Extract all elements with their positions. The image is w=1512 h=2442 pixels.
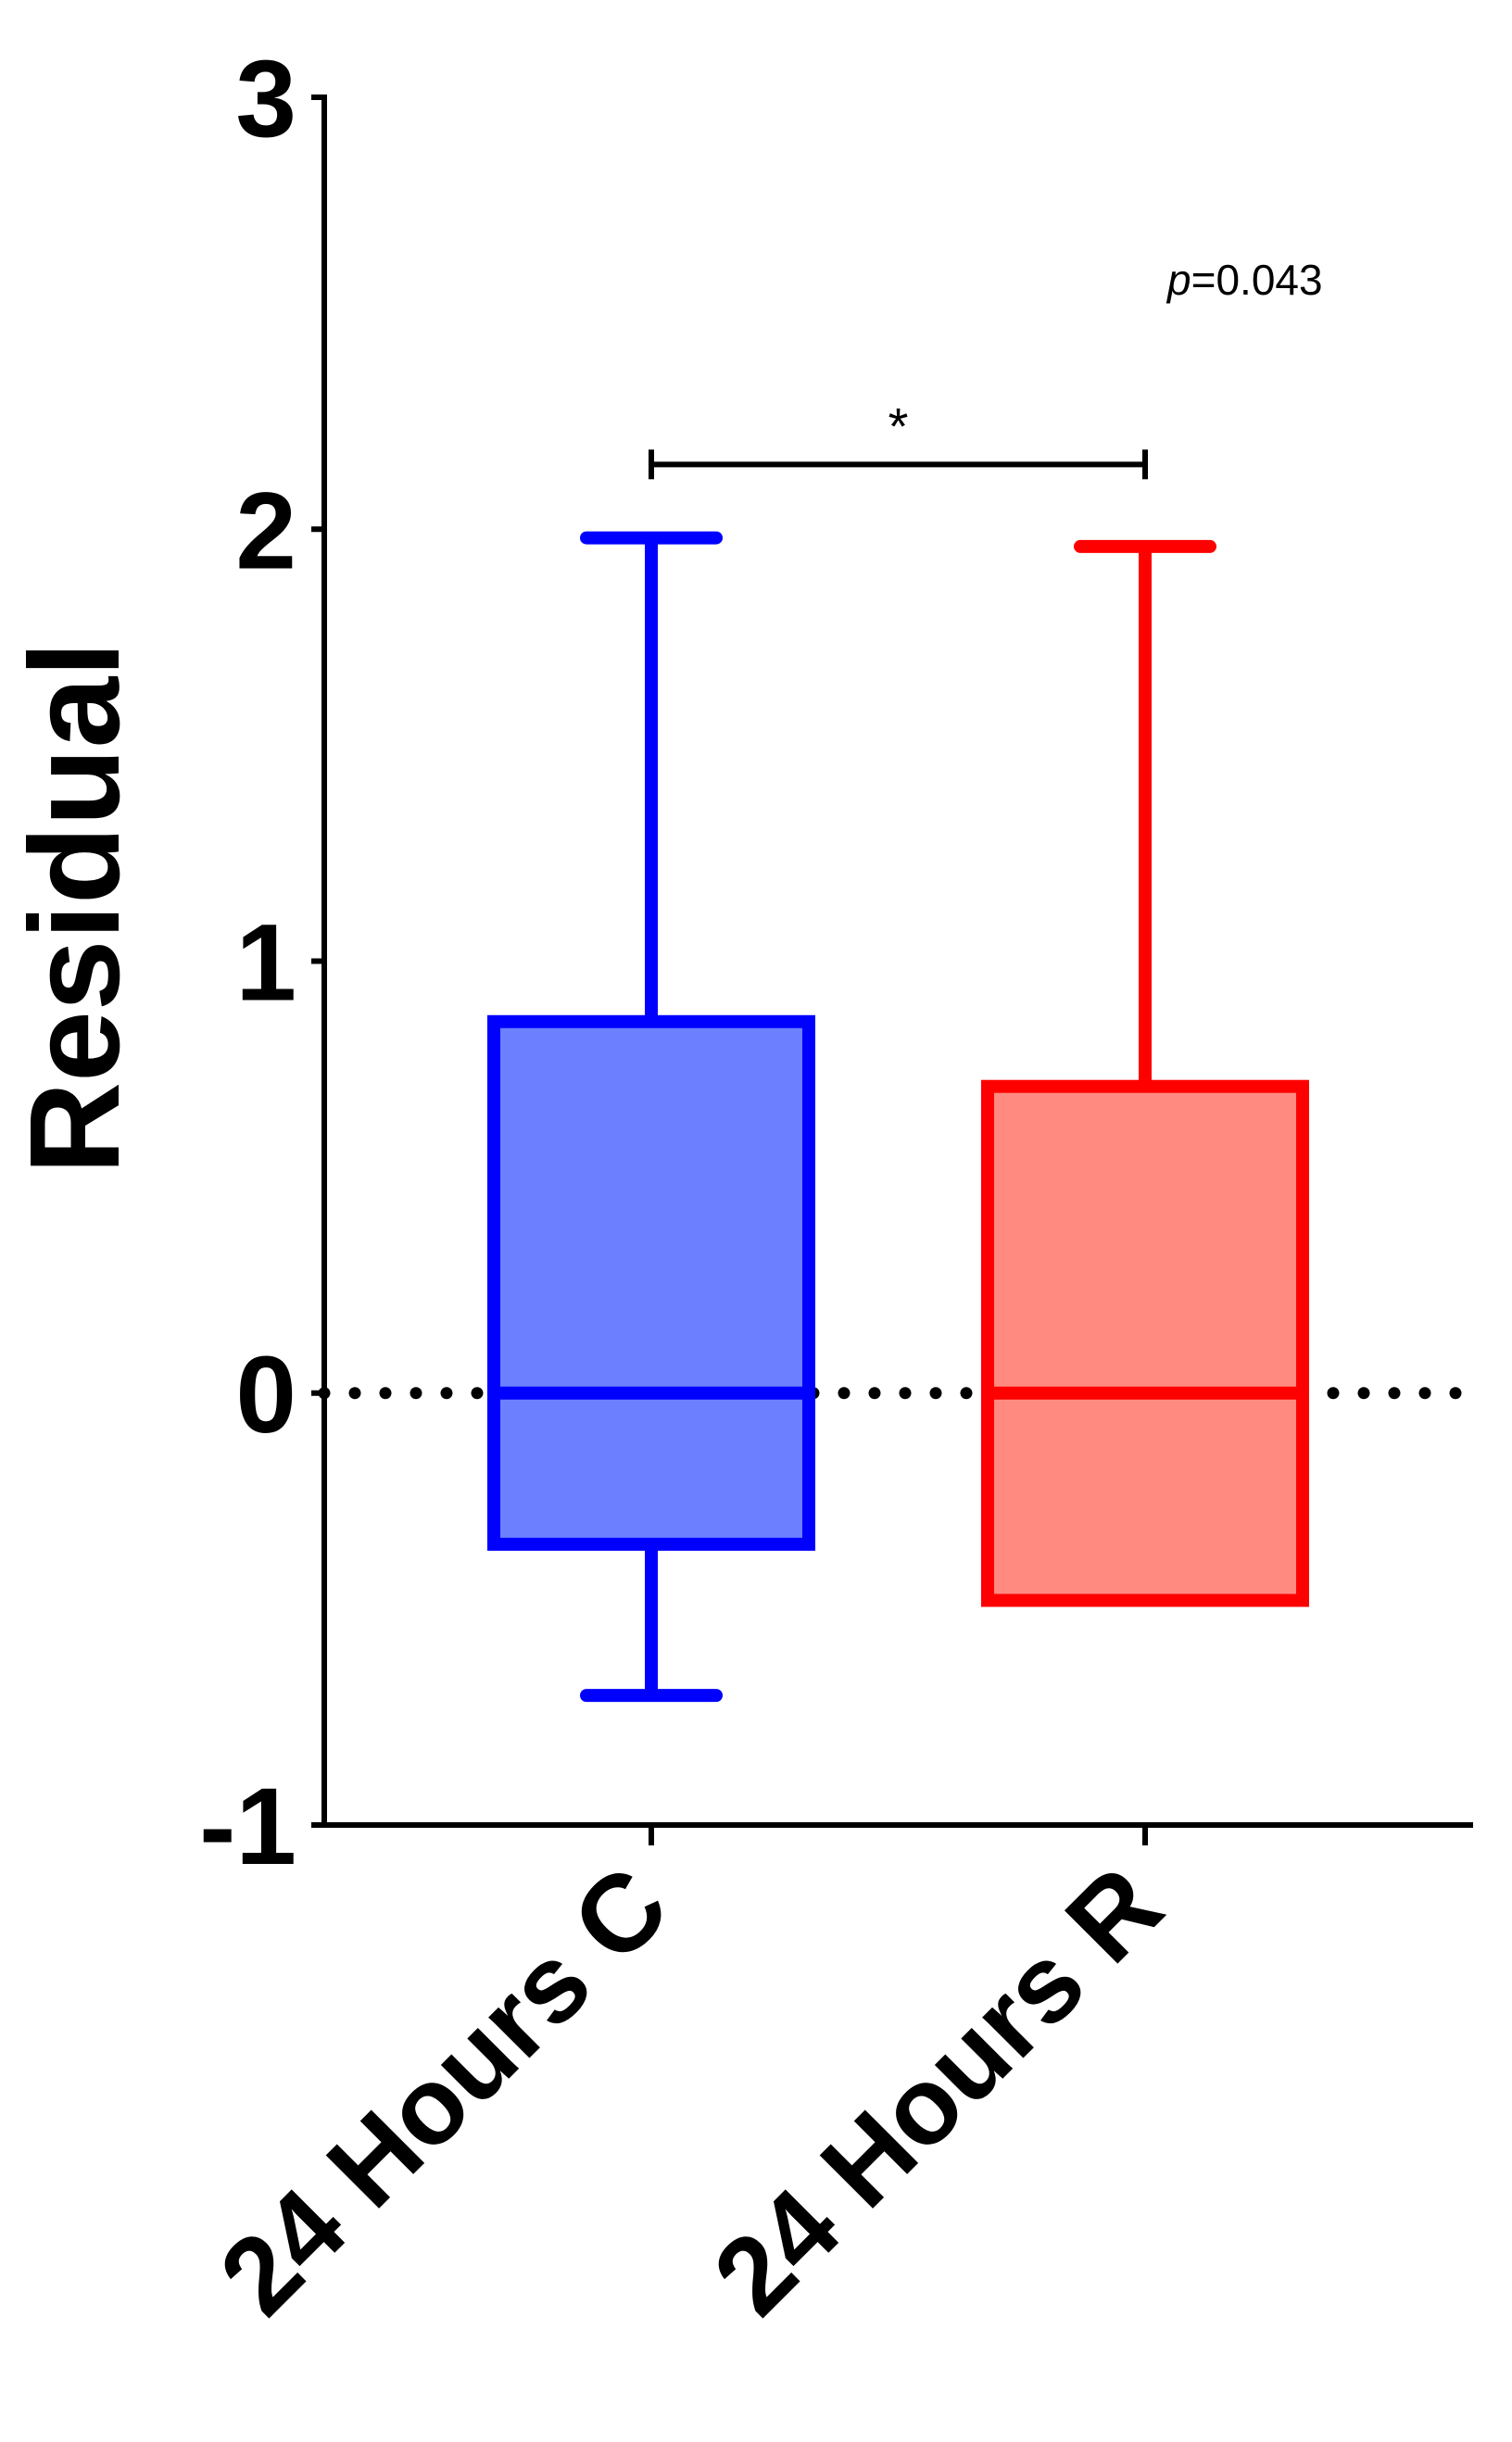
iqr-box: [487, 1014, 815, 1551]
box-1: [487, 531, 815, 1703]
p-value-prefix: p: [1166, 256, 1191, 304]
significance-bracket: *: [649, 397, 1148, 480]
axes-layer: [311, 94, 1473, 1845]
x-category-label: 24 Hours C: [197, 1844, 692, 2338]
tick-labels-layer: -1 0 1 2 3: [199, 38, 296, 1888]
p-value-annotation: p=0.043: [1166, 256, 1323, 304]
x-category-label: 24 Hours R: [691, 1844, 1186, 2338]
significance-marker: *: [888, 397, 909, 455]
y-tick-label: 1: [235, 902, 296, 1025]
y-tick-label: 2: [235, 470, 296, 592]
category-labels-layer: 24 Hours C 24 Hours R: [197, 1844, 1186, 2338]
iqr-box: [981, 1079, 1309, 1607]
y-tick-label: 3: [235, 38, 296, 160]
y-axis-title: Residual: [4, 641, 146, 1174]
boxes-layer: [487, 531, 1309, 1703]
box-2: [981, 539, 1309, 1607]
p-value-number: =0.043: [1191, 256, 1323, 304]
y-tick-label: -1: [199, 1766, 296, 1888]
y-tick-label: 0: [235, 1334, 296, 1456]
